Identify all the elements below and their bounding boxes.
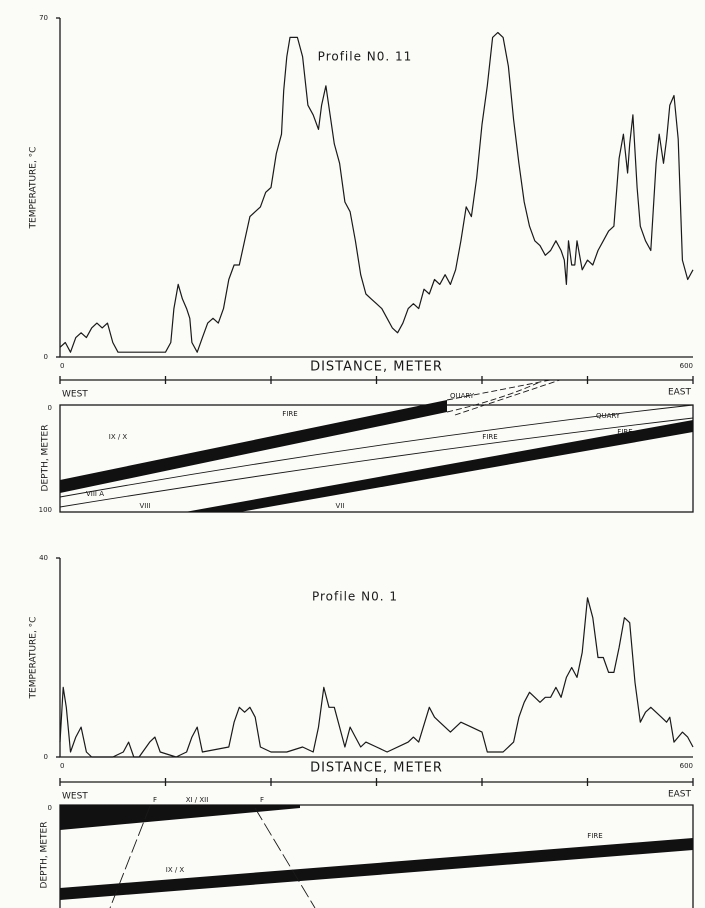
temperature-line xyxy=(60,598,693,757)
fault-label: F xyxy=(260,796,264,804)
depth-tick-label: 0 xyxy=(48,804,52,812)
coal-seam xyxy=(60,805,300,830)
east-label: EAST xyxy=(668,388,692,398)
cross-section: DEPTH, METER 0 F XI / XII F IX / X FIRE xyxy=(40,796,694,908)
x-tick-label: 600 xyxy=(680,362,693,370)
chart-title: Profile N0. 11 xyxy=(318,50,413,64)
layer-label: IX / X xyxy=(166,866,185,874)
chart-title: Profile N0. 1 xyxy=(312,590,398,604)
layer-label: QUARY xyxy=(596,412,621,420)
y-tick-label: 0 xyxy=(44,353,48,361)
axis-spine xyxy=(60,18,693,357)
layer-label: QUARY xyxy=(450,392,475,400)
x-tick-label: 0 xyxy=(60,762,64,770)
depth-label: DEPTH, METER xyxy=(40,822,50,889)
coal-seam xyxy=(60,838,693,900)
x-axis-label: DISTANCE, METER xyxy=(310,761,443,776)
temperature-line xyxy=(60,33,693,353)
west-label: WEST xyxy=(62,792,88,802)
x-tick-label: 0 xyxy=(60,362,64,370)
figure: DEPTH, METER 0 100 FIRE IX / X VIII A VI… xyxy=(0,0,705,908)
y-tick-label: 40 xyxy=(39,554,48,562)
cross-section: DEPTH, METER 0 100 FIRE IX / X VIII A VI… xyxy=(39,380,693,514)
depth-label: DEPTH, METER xyxy=(41,425,51,492)
layer-label: FIRE xyxy=(587,832,602,840)
y-tick-label: 0 xyxy=(44,753,48,761)
layer-label: VII xyxy=(336,502,345,510)
y-axis-label: TEMPERATURE, °C xyxy=(29,147,39,230)
x-tick-label: 600 xyxy=(680,762,693,770)
layer-label: VIII A xyxy=(86,490,104,498)
layer-label: XI / XII xyxy=(186,796,209,804)
y-axis-label: TEMPERATURE, °C xyxy=(29,617,39,700)
layer-label: FIRE xyxy=(282,410,297,418)
y-tick-label: 70 xyxy=(39,14,48,22)
layer-label: VIII xyxy=(140,502,151,510)
layer-label: FIRE xyxy=(617,428,632,436)
layer-label: IX / X xyxy=(109,433,128,441)
west-label: WEST xyxy=(62,390,88,400)
depth-tick-label: 0 xyxy=(48,404,52,412)
fault-label: F xyxy=(153,796,157,804)
layer-label: FIRE xyxy=(482,433,497,441)
depth-tick-label: 100 xyxy=(39,506,52,514)
east-label: EAST xyxy=(668,790,692,800)
x-axis-label: DISTANCE, METER xyxy=(310,360,443,375)
